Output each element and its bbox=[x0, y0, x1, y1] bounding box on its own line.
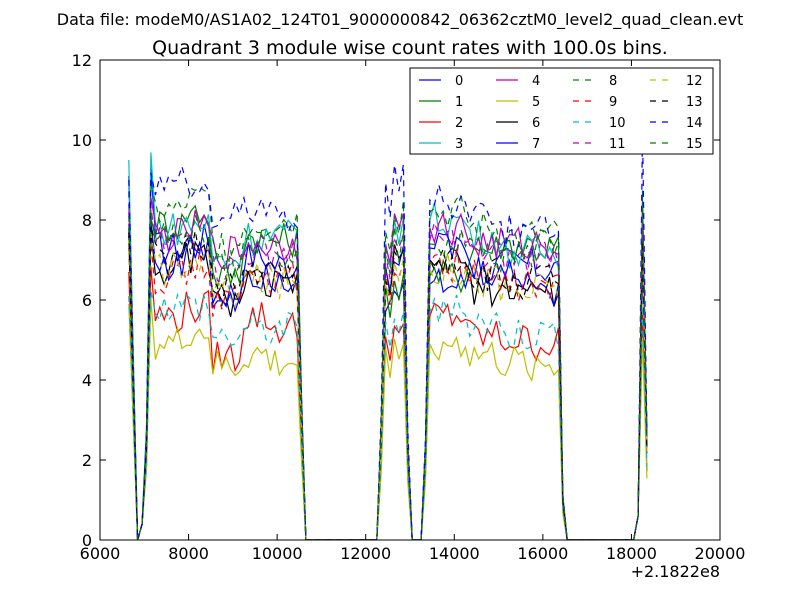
legend-label-8: 8 bbox=[609, 74, 617, 89]
y-tick-label: 12 bbox=[72, 51, 92, 70]
legend-label-0: 0 bbox=[455, 74, 463, 89]
series-line-9 bbox=[128, 242, 648, 540]
legend-label-9: 9 bbox=[609, 95, 617, 110]
x-offset-label: +2.1822e8 bbox=[631, 562, 720, 581]
legend-label-2: 2 bbox=[455, 116, 463, 131]
data-file-suptitle: Data file: modeM0/AS1A02_124T01_90000008… bbox=[57, 10, 743, 30]
x-tick-label: 14000 bbox=[429, 544, 480, 563]
y-tick-label: 0 bbox=[82, 531, 92, 550]
axis-ticks: 6000 8000 10000 12000 14000 16000 18000 20000 0 2… bbox=[72, 51, 746, 563]
y-tick-label: 2 bbox=[82, 451, 92, 470]
y-tick-label: 10 bbox=[72, 131, 92, 150]
x-tick-label: 6000 bbox=[80, 544, 121, 563]
series-line-10 bbox=[128, 290, 648, 540]
series-line-2 bbox=[128, 266, 648, 540]
legend-label-1: 1 bbox=[455, 95, 463, 110]
series-line-14 bbox=[128, 129, 648, 540]
legend-label-12: 12 bbox=[686, 74, 703, 89]
x-tick-label: 8000 bbox=[168, 544, 209, 563]
x-tick-label: 10000 bbox=[252, 544, 303, 563]
y-tick-label: 8 bbox=[82, 211, 92, 230]
series-line-12 bbox=[128, 233, 648, 540]
legend-label-6: 6 bbox=[532, 116, 540, 131]
series-line-0 bbox=[128, 168, 648, 540]
series-line-4 bbox=[128, 197, 648, 540]
x-tick-label: 20000 bbox=[695, 544, 746, 563]
series-line-15 bbox=[128, 204, 648, 540]
legend-label-13: 13 bbox=[686, 95, 703, 110]
legend-label-3: 3 bbox=[455, 137, 463, 152]
series-line-5 bbox=[128, 299, 648, 540]
series-line-13 bbox=[128, 225, 648, 540]
legend-label-5: 5 bbox=[532, 95, 540, 110]
series-line-6 bbox=[128, 229, 648, 540]
legend-box bbox=[409, 67, 714, 155]
series-line-7 bbox=[128, 221, 648, 540]
x-tick-label: 16000 bbox=[517, 544, 568, 563]
legend-label-11: 11 bbox=[609, 137, 626, 152]
plot-area bbox=[128, 129, 648, 540]
x-tick-label: 12000 bbox=[340, 544, 391, 563]
legend-label-4: 4 bbox=[532, 74, 540, 89]
legend-label-7: 7 bbox=[532, 137, 540, 152]
y-tick-label: 4 bbox=[82, 371, 92, 390]
chart-title: Quadrant 3 module wise count rates with … bbox=[152, 37, 668, 59]
series-line-1 bbox=[128, 204, 648, 540]
x-tick-label: 18000 bbox=[606, 544, 657, 563]
y-tick-label: 6 bbox=[82, 291, 92, 310]
legend-label-15: 15 bbox=[686, 137, 703, 152]
legend-label-14: 14 bbox=[686, 116, 703, 131]
legend-label-10: 10 bbox=[609, 116, 626, 131]
